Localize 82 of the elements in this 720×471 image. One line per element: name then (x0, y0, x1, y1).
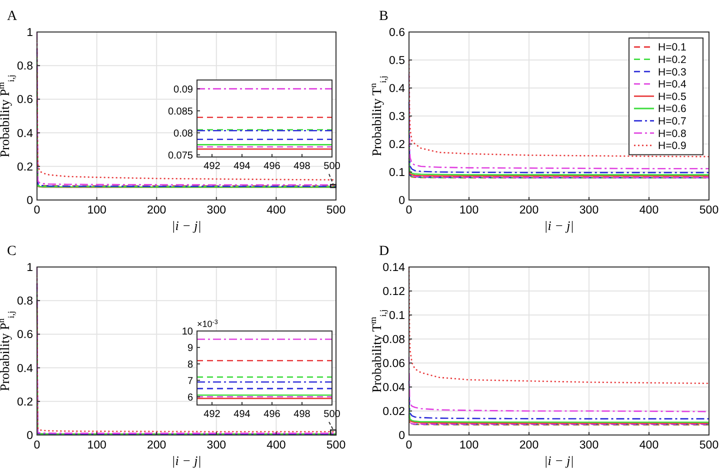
x-tick-label: 100 (87, 440, 106, 452)
x-tick-label: 200 (519, 204, 539, 216)
legend-label: H=0.7 (658, 115, 686, 128)
y-tick-label: 0.085 (168, 106, 194, 118)
x-tick-label: 496 (264, 161, 281, 172)
annotation: ×10$^{-3}$ (197, 318, 218, 329)
y-tick-label: 10 (182, 326, 194, 338)
x-tick-label: 500 (326, 204, 346, 216)
legend-label: H=0.2 (658, 54, 686, 66)
x-tick-label: 200 (147, 440, 166, 452)
x-tick-label: 100 (459, 440, 479, 452)
x-tick-label: 500 (699, 204, 719, 216)
x-axis-title: |i − j| (172, 218, 202, 233)
y-tick-label: 0.3 (389, 111, 405, 124)
y-tick-label: 6 (187, 392, 194, 404)
y-tick-label: 0.4 (17, 128, 34, 140)
legend-label: H=0.8 (658, 128, 686, 140)
x-tick-label: 496 (264, 409, 281, 420)
x-tick-label: 492 (204, 409, 221, 420)
y-tick-label: 0.02 (382, 406, 405, 418)
x-tick-label: 494 (234, 409, 251, 420)
x-axis-title: |i − j| (544, 218, 574, 233)
y-tick-label: 0.2 (389, 139, 405, 152)
y-tick-label: 0.075 (168, 150, 194, 162)
legend-label: H=0.9 (658, 140, 686, 152)
legend-label: H=0.6 (658, 103, 686, 116)
y-tick-label: 0.8 (17, 60, 33, 73)
x-tick-label: 498 (294, 161, 311, 172)
y-tick-label: 0 (398, 195, 405, 208)
y-tick-label: 0.1 (389, 310, 405, 322)
legend-label: H=0.4 (658, 78, 686, 91)
x-tick-label: 500 (699, 440, 719, 452)
y-tick-label: 0.06 (382, 358, 405, 370)
y-tick-label: 0.04 (382, 382, 406, 394)
y-tick-label: 0.08 (382, 334, 405, 346)
legend-label: H=0.3 (658, 66, 686, 78)
x-tick-label: 494 (234, 161, 251, 172)
y-tick-label: 0.5 (389, 55, 405, 68)
legend-label: H=0.1 (658, 42, 686, 54)
y-tick-label: 0.2 (17, 396, 33, 408)
y-tick-label: 0.12 (382, 286, 405, 298)
x-tick-label: 300 (206, 440, 226, 452)
y-tick-label: 0.08 (174, 128, 194, 140)
y-tick-label: 0 (398, 430, 405, 442)
y-tick-label: 0 (26, 195, 33, 208)
x-tick-label: 300 (579, 440, 599, 452)
y-tick-label: 8 (187, 359, 194, 370)
x-tick-label: 100 (459, 204, 479, 216)
x-tick-label: 400 (639, 440, 659, 452)
chart-title: A (7, 9, 18, 24)
x-axis-title: |i − j| (172, 453, 202, 468)
y-tick-label: 1 (26, 27, 33, 40)
y-tick-label: 0.6 (17, 329, 33, 342)
y-tick-label: 0.8 (17, 296, 33, 308)
y-tick-label: 0.1 (389, 167, 405, 180)
y-tick-label: 9 (187, 342, 194, 354)
chart-title: D (379, 244, 390, 259)
x-tick-label: 100 (87, 204, 106, 216)
y-tick-label: 0.14 (382, 262, 406, 274)
x-tick-label: 498 (294, 409, 311, 420)
y-tick-label: 0.6 (389, 27, 405, 40)
y-tick-label: 0.2 (17, 161, 33, 174)
y-tick-label: 0.09 (174, 84, 194, 96)
x-tick-label: 400 (266, 440, 286, 452)
chart-title: B (379, 9, 388, 24)
y-tick-label: 1 (26, 262, 33, 274)
legend-label: H=0.5 (658, 90, 686, 103)
x-tick-label: 492 (204, 161, 221, 172)
x-tick-label: 300 (579, 204, 599, 216)
x-tick-label: 400 (266, 204, 286, 216)
x-tick-label: 400 (639, 204, 659, 216)
x-axis-title: |i − j| (544, 453, 574, 468)
x-tick-label: 300 (206, 204, 226, 216)
x-tick-label: 200 (147, 204, 166, 216)
chart-title: C (7, 244, 16, 259)
y-tick-label: 0.4 (17, 362, 34, 375)
y-tick-label: 7 (187, 376, 194, 387)
y-tick-label: 0.4 (389, 83, 406, 96)
y-tick-label: 0 (26, 430, 33, 442)
x-tick-label: 500 (326, 440, 346, 452)
y-tick-label: 0.6 (17, 94, 33, 106)
x-tick-label: 200 (519, 440, 539, 452)
